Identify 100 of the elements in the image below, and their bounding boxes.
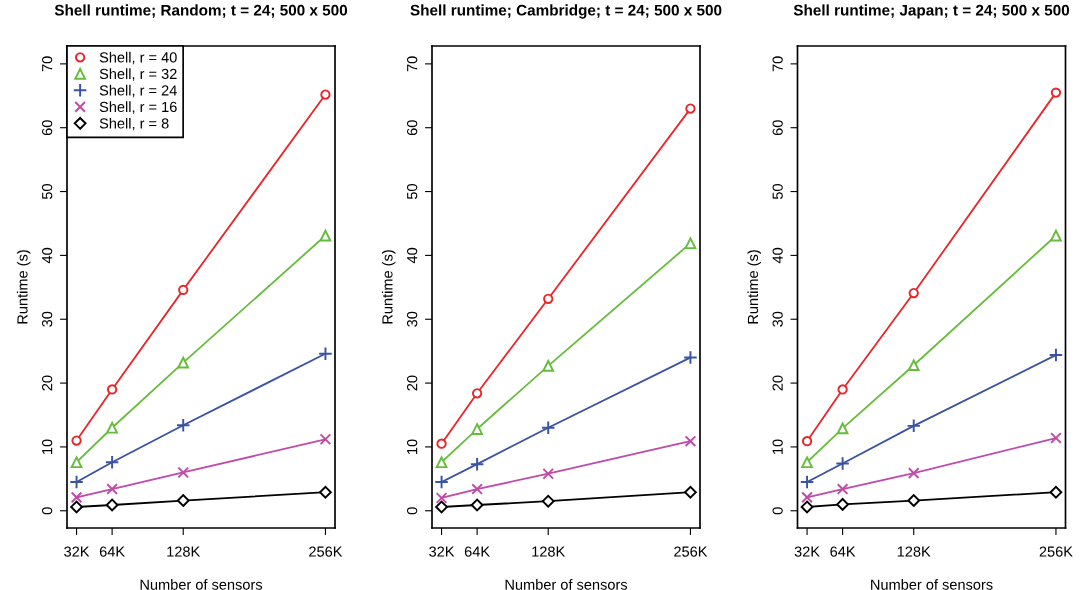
point [70, 456, 83, 469]
point [471, 483, 483, 495]
y-tick-label: 30 [406, 311, 418, 327]
x-tick-label: 256K [1039, 546, 1073, 557]
point [178, 284, 189, 296]
y-tick-label: 50 [772, 184, 783, 200]
y-tick-label: 40 [41, 247, 53, 264]
point [801, 436, 813, 447]
point [435, 500, 448, 514]
y-tick-label: 10 [406, 439, 418, 454]
point [1049, 485, 1063, 499]
x-tick-label: 32K [64, 546, 90, 557]
point [800, 500, 814, 514]
y-tick-label: 50 [41, 184, 53, 200]
point [104, 455, 120, 470]
chart-title: Shell runtime; Japan; t = 24; 500 x 500 [793, 4, 1070, 19]
y-tick-label: 60 [41, 120, 53, 136]
point [319, 433, 332, 446]
point [177, 356, 190, 369]
point [435, 492, 448, 504]
y-axis-title: Runtime (s) [747, 250, 761, 324]
point [1050, 87, 1062, 98]
y-tick-label: 30 [41, 311, 53, 327]
y-tick-label: 40 [406, 247, 418, 264]
x-tick-label: 128K [897, 546, 931, 557]
legend-label: Shell, r = 16 [99, 101, 177, 114]
x-tick-label: 128K [167, 546, 201, 557]
point [469, 456, 485, 472]
point [541, 420, 556, 435]
legend-label: Shell, r = 24 [99, 84, 177, 98]
point [70, 491, 83, 504]
y-tick-label: 50 [406, 184, 418, 200]
y-tick-label: 20 [772, 375, 783, 391]
point [436, 438, 447, 449]
chart-title: Shell runtime; Cambridge; t = 24; 500 x 500 [410, 4, 722, 19]
point [836, 498, 849, 511]
y-tick-label: 0 [772, 507, 783, 515]
point [434, 474, 449, 490]
x-tick-label: 64K [464, 546, 490, 557]
point [320, 89, 331, 100]
point [176, 418, 191, 433]
x-tick-label: 64K [99, 546, 125, 557]
point [837, 384, 848, 395]
x-tick-label: 256K [309, 546, 343, 557]
point [69, 474, 84, 490]
point [906, 418, 921, 434]
y-tick-label: 70 [772, 56, 783, 72]
y-axis-title: Runtime (s) [16, 250, 31, 324]
x-axis-title: Number of sensors [140, 579, 263, 590]
point [1048, 347, 1064, 363]
y-tick-label: 60 [406, 120, 418, 136]
point [541, 494, 555, 508]
point [106, 421, 118, 434]
chart-title: Shell runtime; Random; t = 24; 500 x 500 [54, 4, 348, 18]
point [836, 483, 849, 495]
point [907, 467, 920, 479]
point [683, 350, 698, 365]
x-tick-label: 128K [532, 546, 566, 557]
point [907, 359, 920, 372]
x-axis-title: Number of sensors [505, 579, 628, 590]
point [907, 494, 921, 507]
y-axis-title: Runtime (s) [381, 250, 396, 324]
point [1050, 432, 1062, 444]
point [319, 229, 332, 242]
point [543, 293, 554, 304]
point [435, 456, 448, 469]
point [908, 287, 919, 299]
y-tick-label: 0 [406, 507, 418, 515]
y-tick-label: 20 [41, 375, 53, 391]
point [801, 491, 813, 504]
y-tick-label: 10 [772, 439, 783, 454]
point [71, 435, 82, 446]
x-axis-title: Number of sensors [871, 579, 993, 590]
point [470, 498, 484, 512]
x-tick-label: 32K [429, 546, 455, 557]
point [1050, 229, 1062, 242]
point [318, 346, 333, 361]
point [799, 474, 815, 490]
y-tick-label: 20 [406, 375, 418, 391]
y-tick-label: 10 [41, 439, 53, 454]
point [684, 485, 697, 499]
point [471, 388, 483, 399]
y-tick-label: 70 [41, 56, 53, 72]
point [542, 467, 555, 480]
point [106, 483, 118, 495]
legend-label: Shell, r = 8 [99, 117, 169, 131]
y-tick-label: 0 [41, 507, 53, 515]
legend-label: Shell, r = 32 [99, 68, 177, 81]
point [176, 494, 190, 507]
point [177, 466, 190, 479]
point [319, 485, 332, 499]
point [835, 456, 850, 471]
x-tick-label: 32K [794, 546, 820, 557]
legend-label: Shell, r = 40 [99, 51, 177, 65]
point [684, 237, 697, 250]
x-tick-label: 64K [830, 546, 856, 557]
y-tick-label: 40 [772, 247, 783, 264]
point [836, 422, 849, 435]
point [105, 498, 119, 512]
point [685, 103, 696, 114]
